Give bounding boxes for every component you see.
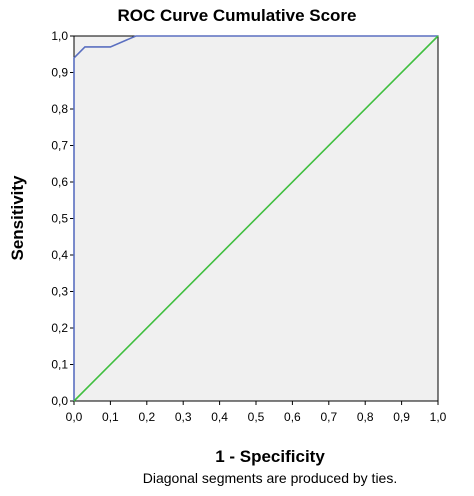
chart-title: ROC Curve Cumulative Score <box>117 6 357 25</box>
y-tick-label: 0,3 <box>51 285 68 299</box>
y-tick-label: 0,4 <box>51 248 68 262</box>
x-tick-label: 0,5 <box>248 410 265 424</box>
y-tick-label: 0,1 <box>51 358 68 372</box>
y-tick-label: 0,0 <box>51 394 68 408</box>
y-tick-label: 0,7 <box>51 139 68 153</box>
x-tick-label: 0,7 <box>320 410 337 424</box>
x-tick-label: 0,8 <box>357 410 374 424</box>
y-tick-label: 0,5 <box>51 212 68 226</box>
x-tick-label: 0,4 <box>211 410 228 424</box>
y-tick-label: 1,0 <box>51 29 68 43</box>
x-tick-label: 1,0 <box>430 410 447 424</box>
x-axis-ticks: 0,0 0,1 0,2 0,3 0,4 0,5 0,6 0,7 0,8 0,9 1,0 <box>66 401 447 424</box>
x-tick-label: 0,6 <box>284 410 301 424</box>
chart-footnote: Diagonal segments are produced by ties. <box>142 470 398 486</box>
reference-diagonal-line <box>73 35 439 402</box>
x-tick-label: 0,1 <box>102 410 119 424</box>
x-tick-label: 0,2 <box>138 410 155 424</box>
x-tick-label: 0,3 <box>175 410 192 424</box>
roc-curve-line <box>73 35 438 401</box>
y-tick-label: 0,6 <box>51 175 68 189</box>
y-tick-label: 0,2 <box>51 321 68 335</box>
x-axis-label: 1 - Specificity <box>215 447 325 466</box>
y-tick-label: 0,8 <box>51 102 68 116</box>
y-axis-ticks: 0,0 0,1 0,2 0,3 0,4 0,5 0,6 0,7 0,8 0,9 1,0 <box>51 29 74 408</box>
y-tick-label: 0,9 <box>51 66 68 80</box>
series-layer <box>73 35 439 402</box>
x-tick-label: 0,9 <box>393 410 410 424</box>
x-tick-label: 0,0 <box>66 410 83 424</box>
